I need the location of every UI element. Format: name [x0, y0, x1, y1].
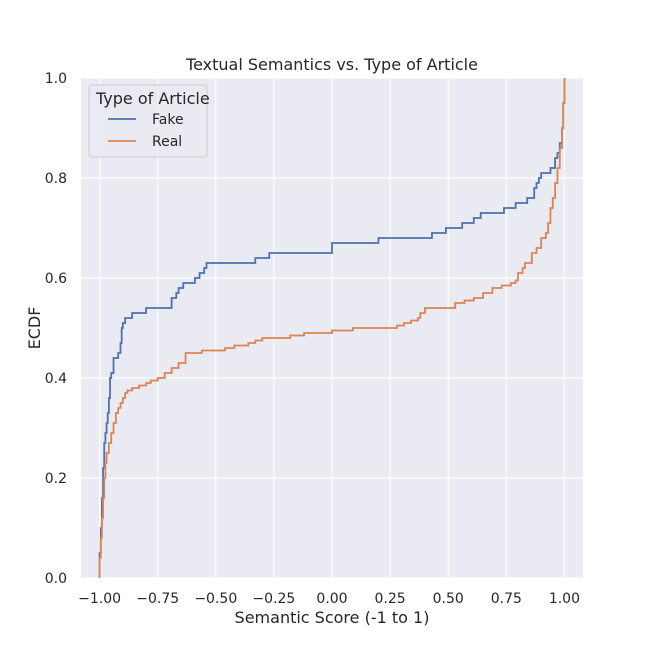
grid-lines [81, 77, 583, 579]
y-tick-label: 0.4 [45, 371, 67, 387]
x-tick-label: −0.25 [252, 591, 295, 607]
x-axis-title: Semantic Score (-1 to 1) [235, 608, 430, 627]
y-tick-label: 0.0 [45, 571, 67, 587]
legend-label-real: Real [152, 134, 182, 150]
legend: Type of Article Fake Real [88, 84, 210, 158]
x-tick-label: 1.00 [549, 591, 580, 607]
legend-entries: Fake Real [108, 112, 184, 150]
x-tick-label: 0.00 [316, 591, 347, 607]
legend-title: Type of Article [95, 89, 210, 108]
series-line-fake [98, 78, 566, 578]
y-tick-label: 1.0 [45, 71, 67, 87]
x-tick-label: −1.00 [78, 591, 121, 607]
tick-labels: −1.00 −0.75 −0.50 −0.25 0.00 0.25 0.50 0.75 1.00… [45, 71, 580, 607]
y-axis-title: ECDF [25, 307, 44, 350]
x-tick-label: 0.25 [375, 591, 406, 607]
x-tick-label: 0.50 [433, 591, 464, 607]
series-line-real [98, 78, 566, 578]
chart-title: Textual Semantics vs. Type of Article [185, 55, 478, 74]
y-tick-label: 0.2 [45, 471, 67, 487]
y-tick-label: 0.8 [45, 171, 67, 187]
x-tick-label: −0.75 [136, 591, 179, 607]
legend-label-fake: Fake [152, 112, 184, 128]
x-tick-label: −0.50 [194, 591, 237, 607]
series-lines [98, 78, 566, 578]
y-tick-label: 0.6 [45, 271, 67, 287]
legend-box [88, 84, 208, 158]
x-tick-label: 0.75 [491, 591, 522, 607]
